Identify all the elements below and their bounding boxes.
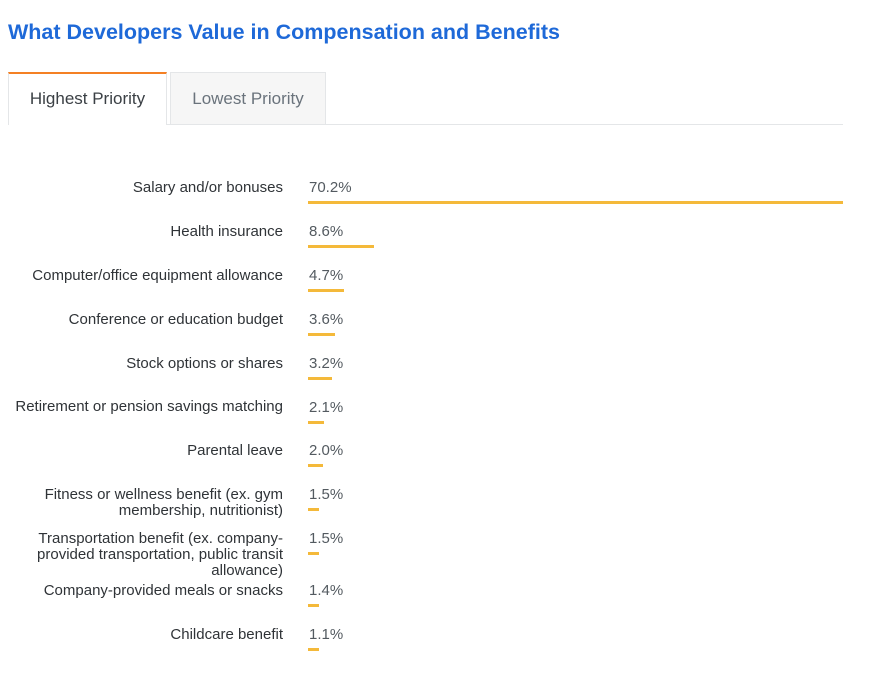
value-label: 1.5% [309, 530, 344, 547]
value-label: 3.6% [309, 311, 344, 328]
category-label: Computer/office equipment allowance [32, 267, 283, 284]
category-label: Conference or education budget [68, 311, 283, 328]
value-label: 2.0% [309, 442, 344, 459]
value-label: 8.6% [309, 223, 344, 240]
value-label: 1.5% [309, 486, 344, 503]
bar [308, 201, 843, 204]
bar [308, 604, 319, 607]
category-label: Parental leave [187, 442, 283, 459]
bar [308, 421, 324, 424]
bar [308, 333, 335, 336]
bar [308, 508, 319, 511]
tab-highest-priority[interactable]: Highest Priority [8, 72, 167, 125]
value-label: 4.7% [309, 267, 344, 284]
bar [308, 552, 319, 555]
category-label: Retirement or pension savings matching [15, 398, 283, 415]
category-label: Company-provided meals or snacks [43, 582, 283, 599]
bar [308, 648, 319, 651]
value-label: 3.2% [309, 355, 344, 372]
category-label: Salary and/or bonuses [132, 179, 283, 196]
bar [308, 464, 323, 467]
bar [308, 245, 374, 248]
category-label: Fitness or wellness benefit (ex. gym mem… [44, 486, 283, 519]
bar [308, 377, 332, 380]
value-label: 1.4% [309, 582, 344, 599]
value-label: 2.1% [309, 399, 344, 416]
bar [308, 289, 344, 292]
priority-tabs: Highest Priority Lowest Priority [8, 72, 843, 125]
category-label: Stock options or shares [126, 355, 283, 372]
category-label: Health insurance [170, 223, 283, 240]
category-label: Childcare benefit [170, 626, 283, 643]
tab-lowest-priority[interactable]: Lowest Priority [170, 72, 326, 124]
value-label: 1.1% [309, 626, 344, 643]
value-label: 70.2% [309, 179, 352, 196]
chart-title: What Developers Value in Compensation an… [8, 20, 560, 44]
category-label: Transportation benefit (ex. company-prov… [37, 530, 283, 579]
